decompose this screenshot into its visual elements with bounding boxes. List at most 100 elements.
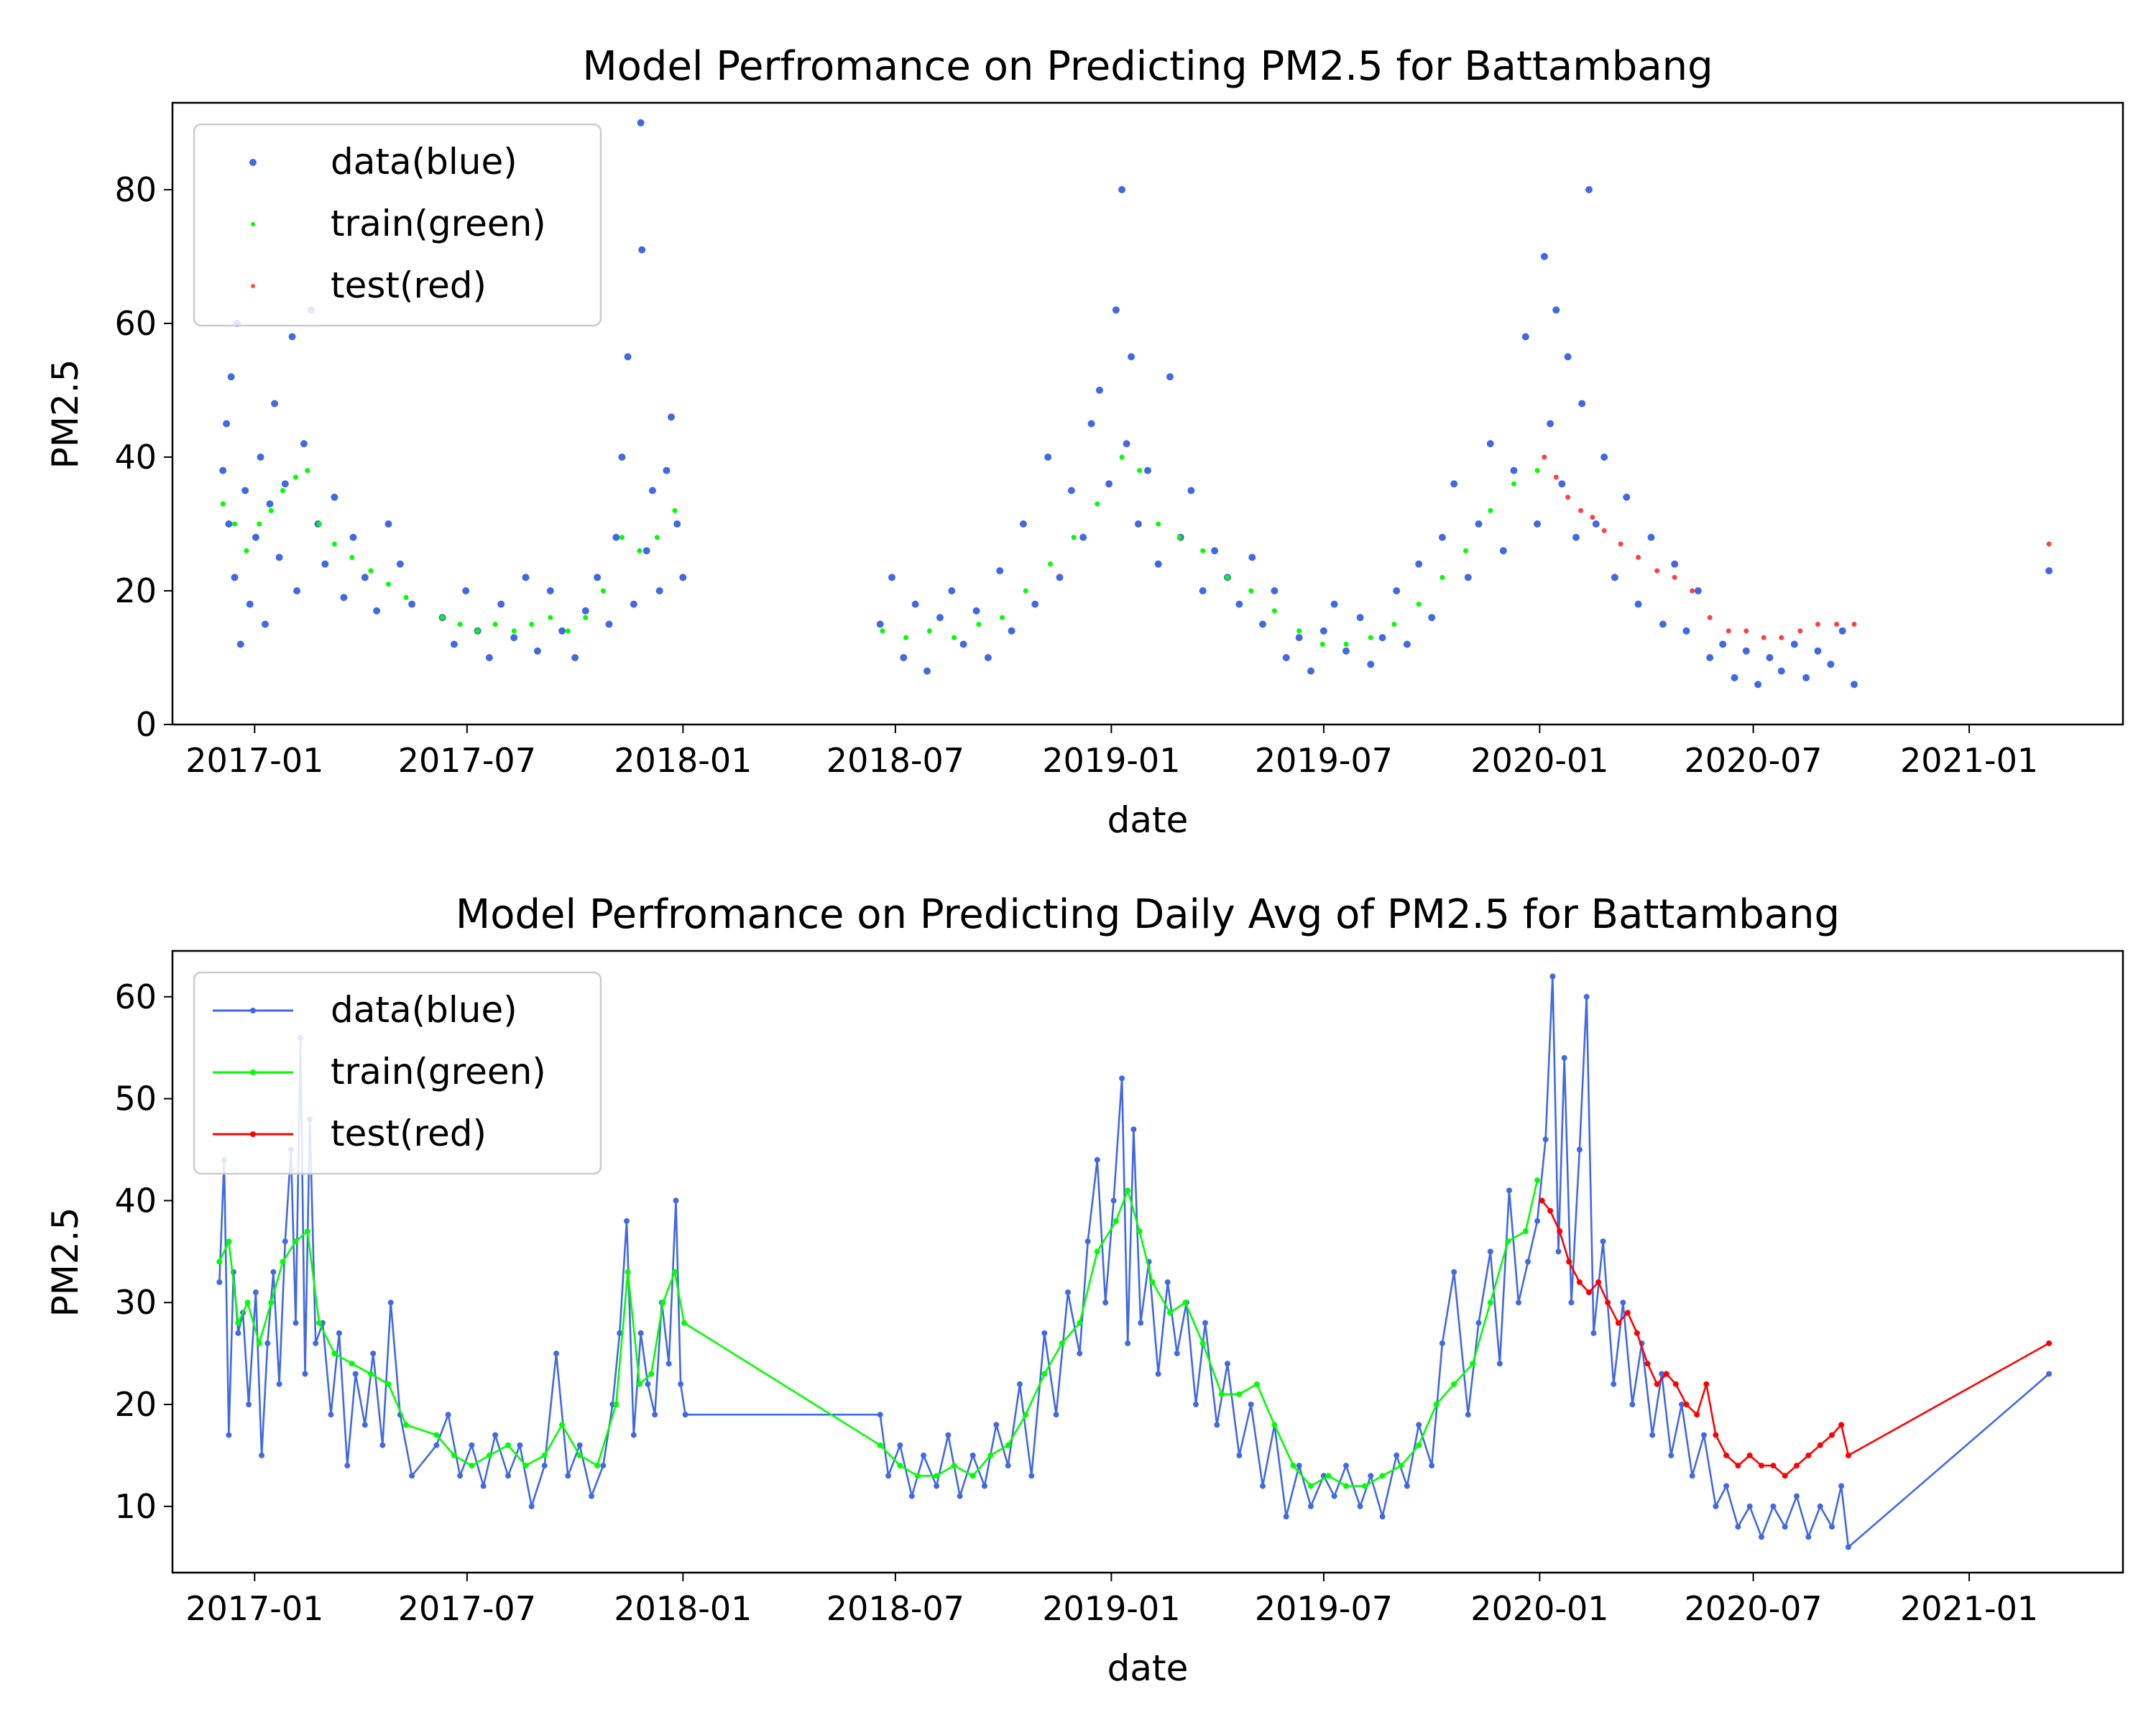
data-point-data [281,480,289,488]
data-point-data [1019,520,1027,528]
data-point-data [1549,973,1556,980]
data-point-test [1761,635,1766,640]
data-point-train [654,535,660,540]
data-point-data [553,1351,559,1357]
y-tick-label: 10 [114,1487,157,1526]
data-point-data [1746,1503,1753,1509]
data-point-test [1624,1310,1631,1316]
data-point-data [948,587,956,594]
data-point-data [1735,1524,1741,1530]
data-point-test [1672,574,1677,580]
data-point-data [1155,1371,1161,1377]
y-tick-label: 0 [136,705,157,744]
data-point-train [1253,1381,1260,1387]
data-point-data [288,333,296,341]
data-point-data [1611,574,1618,581]
data-point-train [903,635,909,640]
series-train [216,1177,1541,1489]
data-point-data [505,1473,511,1479]
data-point-test [1782,1473,1788,1479]
data-point-data [876,620,884,628]
data-point-train [565,628,571,634]
data-point-data [1719,640,1727,648]
data-point-data [1782,1524,1788,1530]
data-point-train [1398,1463,1404,1469]
data-point-data [1451,1269,1457,1275]
y-tick-label: 40 [114,1181,157,1220]
data-point-data [1017,1381,1023,1387]
data-point-test [1542,454,1547,460]
data-point-data [678,1381,684,1387]
data-point-data [469,1442,475,1448]
data-point-data [1600,1238,1606,1245]
data-point-train [403,594,409,600]
data-point-train [1433,1402,1439,1407]
data-point-data [1542,1136,1549,1143]
data-point-test [1636,555,1641,560]
data-point-data [1282,654,1290,661]
data-point-test [1726,628,1731,634]
data-point-train [349,555,355,560]
data-point-data [1295,634,1303,642]
data-point-train [625,1269,631,1275]
data-point-data [546,587,554,594]
data-point-data [1079,533,1087,541]
legend-marker-train [251,222,255,226]
data-point-data [1112,306,1120,314]
x-tick-label: 2021-01 [1900,1589,2038,1628]
data-point-data [262,620,269,628]
data-point-train [385,1381,392,1387]
data-point-data [1248,553,1256,561]
data-point-data [1236,1452,1243,1458]
y-tick-label: 40 [114,438,157,477]
scatter-chart: Model Perfromance on Predicting PM2.5 fo… [45,43,2124,841]
data-point-data [1065,1289,1071,1295]
data-point-test [1723,1452,1730,1458]
data-point-train [469,1463,475,1469]
data-point-data [1552,306,1560,314]
data-point-data [370,1351,377,1357]
data-point-train [648,1371,655,1377]
data-point-data [934,1483,940,1489]
data-point-data [637,119,645,126]
series-train [220,454,1540,647]
data-point-data [1759,1534,1764,1540]
data-point-data [1829,1524,1835,1530]
data-point-test [1743,628,1749,634]
data-point-data [219,466,227,474]
data-point-data [565,1473,571,1479]
data-point-train [969,1473,976,1479]
x-tick-label: 2020-01 [1470,741,1608,780]
data-point-data [1486,440,1494,448]
data-point-data [663,466,671,474]
data-point-data [1534,1218,1541,1224]
data-point-data [336,1330,342,1336]
data-point-train [914,1473,921,1479]
data-point-test [1601,528,1607,533]
data-point-test [1539,1197,1545,1204]
data-point-data [1154,560,1162,568]
data-point-train [1470,1361,1476,1367]
data-point-data [673,1197,679,1204]
data-point-data [1620,1300,1626,1306]
data-point-data [665,1361,672,1367]
data-point-data [600,1463,607,1469]
data-point-train [1236,1391,1243,1397]
data-point-data [911,600,919,608]
data-point-data [1487,1248,1493,1255]
data-point-data [1283,1514,1289,1519]
data-point-data [936,614,944,622]
data-point-train [331,541,337,547]
data-point-data [352,1371,359,1377]
data-point-data [492,1432,499,1438]
data-point-train [522,1463,529,1469]
data-point-data [923,667,931,675]
data-point-test [1672,1381,1679,1387]
data-point-data [1534,520,1542,528]
data-point-data [1134,520,1142,528]
data-point-data [1174,1351,1180,1357]
data-point-data [1585,185,1593,193]
data-point-data [1506,1187,1512,1194]
data-point-test [1694,1412,1700,1418]
